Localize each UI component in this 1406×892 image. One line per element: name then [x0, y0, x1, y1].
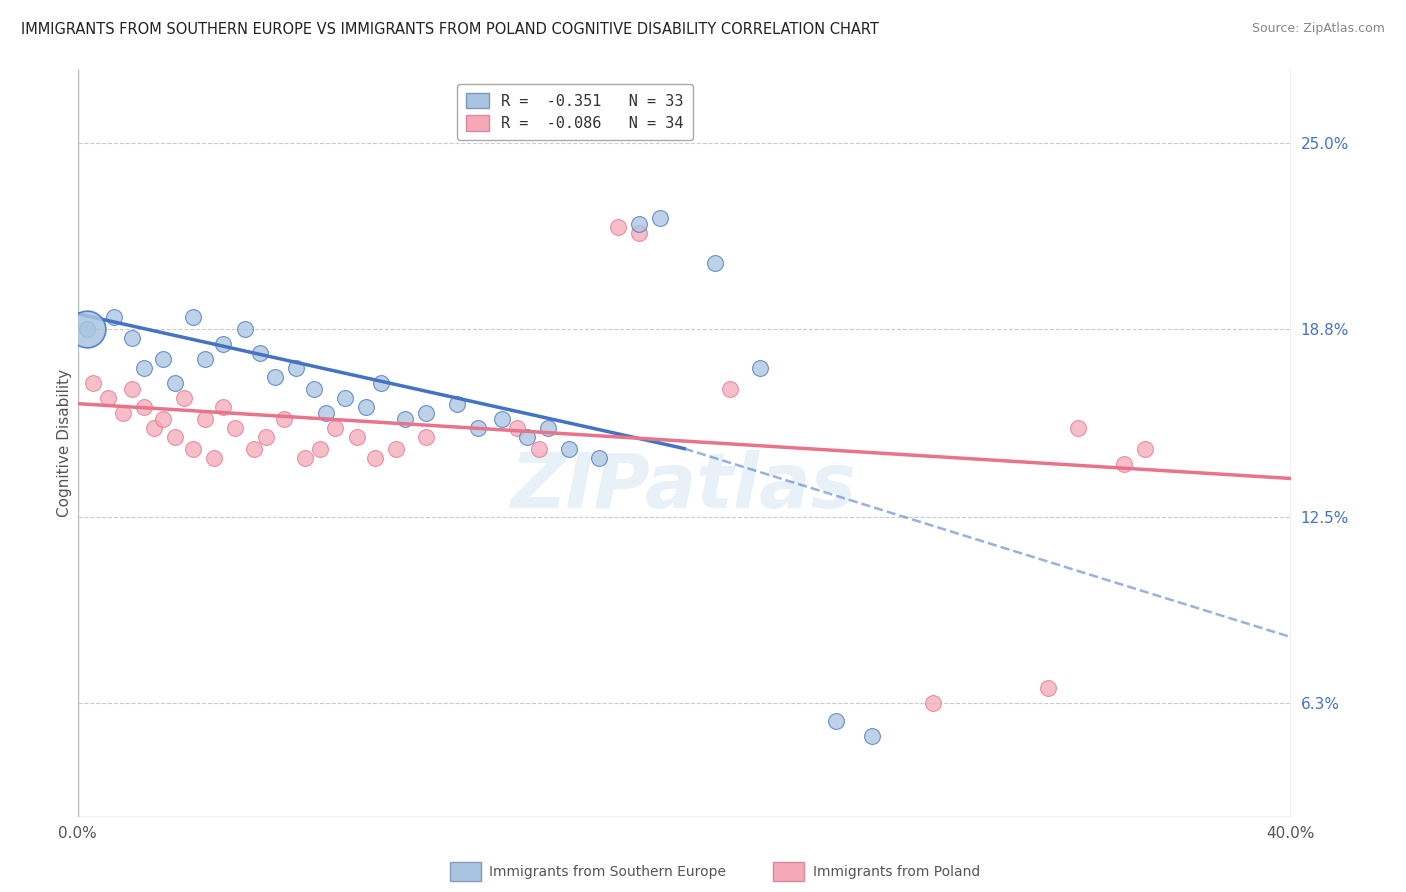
Point [142, 420, 165, 434]
Point [163, 429, 186, 443]
Point [242, 442, 264, 456]
Point [121, 382, 143, 396]
Point [173, 391, 195, 405]
Text: ZIPatlas: ZIPatlas [512, 450, 858, 524]
Point [76, 322, 98, 336]
Point [309, 442, 332, 456]
Point [446, 397, 468, 411]
Point [82, 376, 104, 390]
Point [824, 714, 846, 728]
Point [1067, 420, 1090, 434]
Point [152, 351, 174, 366]
Point [467, 420, 489, 434]
Point [627, 217, 650, 231]
Point [703, 256, 725, 270]
Point [97, 391, 120, 405]
Point [515, 429, 537, 443]
Point [922, 696, 945, 710]
Point [181, 310, 204, 324]
Point [194, 411, 217, 425]
Point [1112, 457, 1135, 471]
Point [606, 220, 628, 235]
Text: Immigrants from Poland: Immigrants from Poland [813, 865, 980, 880]
Point [354, 400, 377, 414]
Point [415, 429, 437, 443]
Point [537, 420, 560, 434]
Point [285, 360, 308, 375]
Point [491, 411, 513, 425]
Point [648, 211, 671, 226]
Point [527, 442, 550, 456]
Point [325, 420, 347, 434]
Point [415, 406, 437, 420]
Point [212, 400, 235, 414]
Point [152, 411, 174, 425]
Point [346, 429, 368, 443]
Point [233, 322, 256, 336]
Point [749, 360, 772, 375]
Point [588, 450, 610, 465]
Point [194, 351, 217, 366]
Point [273, 411, 295, 425]
Text: Source: ZipAtlas.com: Source: ZipAtlas.com [1251, 22, 1385, 36]
Point [294, 450, 316, 465]
Point [506, 420, 529, 434]
Point [304, 382, 326, 396]
Point [163, 376, 186, 390]
Point [121, 331, 143, 345]
Point [558, 442, 581, 456]
Point [333, 391, 356, 405]
Point [134, 360, 156, 375]
Text: Immigrants from Southern Europe: Immigrants from Southern Europe [489, 865, 727, 880]
Point [718, 382, 741, 396]
Point [394, 411, 416, 425]
Point [76, 322, 98, 336]
Point [370, 376, 392, 390]
Point [112, 406, 135, 420]
Text: IMMIGRANTS FROM SOUTHERN EUROPE VS IMMIGRANTS FROM POLAND COGNITIVE DISABILITY C: IMMIGRANTS FROM SOUTHERN EUROPE VS IMMIG… [21, 22, 879, 37]
Point [254, 429, 277, 443]
Point [202, 450, 225, 465]
Legend: R =  -0.351   N = 33, R =  -0.086   N = 34: R = -0.351 N = 33, R = -0.086 N = 34 [457, 84, 693, 140]
Point [224, 420, 246, 434]
Point [181, 442, 204, 456]
Point [1036, 681, 1059, 695]
Point [364, 450, 387, 465]
Y-axis label: Cognitive Disability: Cognitive Disability [58, 368, 72, 516]
Point [385, 442, 408, 456]
Point [212, 336, 235, 351]
Point [103, 310, 125, 324]
Point [263, 369, 285, 384]
Point [315, 406, 337, 420]
Point [1133, 442, 1156, 456]
Point [134, 400, 156, 414]
Point [860, 729, 883, 743]
Point [627, 226, 650, 240]
Point [249, 346, 271, 360]
